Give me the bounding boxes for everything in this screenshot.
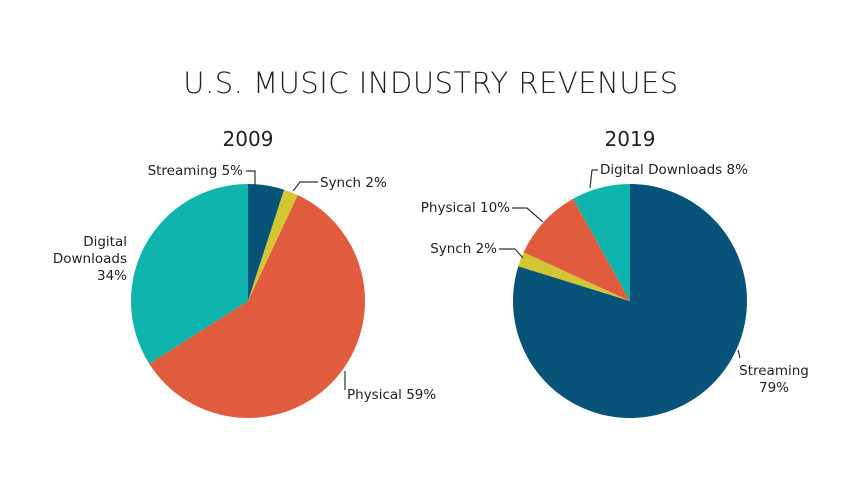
page-title: U.S. MUSIC INDUSTRY REVENUES: [183, 66, 679, 100]
pie-slice-digital-downloads: [130, 184, 248, 364]
pie-slice-physical: [523, 198, 630, 301]
leader-line-synch: [292, 181, 318, 192]
slice-label-digital-downloads: Digital Downloads 34%: [53, 234, 127, 284]
slice-label-physical: Physical 59%: [347, 387, 436, 403]
chart-year-title: 2019: [605, 127, 656, 151]
leader-line-digital-downloads: [589, 169, 598, 189]
slice-label-physical: Physical 10%: [421, 200, 510, 216]
slice-label-streaming: Streaming 79%: [739, 363, 809, 396]
leader-line-streaming: [737, 349, 741, 359]
pie-slice-synch: [248, 189, 298, 301]
leader-line-physical: [512, 207, 544, 223]
slice-label-streaming: Streaming 5%: [148, 163, 244, 179]
slice-label-synch: Synch 2%: [430, 241, 497, 257]
slice-label-synch: Synch 2%: [320, 175, 387, 191]
pie-slice-physical: [149, 195, 365, 419]
pie-slice-streaming: [248, 184, 285, 301]
slice-label-digital-downloads: Digital Downloads 8%: [600, 162, 748, 178]
leader-line-synch: [499, 248, 524, 259]
pie-slice-digital-downloads: [573, 184, 630, 301]
leader-line-streaming: [246, 170, 256, 185]
pie-slice-synch: [518, 252, 630, 301]
chart-year-title: 2009: [223, 127, 274, 151]
pie-slice-streaming: [513, 184, 748, 418]
pie-chart-2009: 2009 Streaming 5% Synch 2% Physical 59% Digi…: [53, 127, 436, 419]
pie-chart-2019: 2019 Streaming 79% Synch 2% Physical 10% Digi…: [421, 127, 809, 418]
